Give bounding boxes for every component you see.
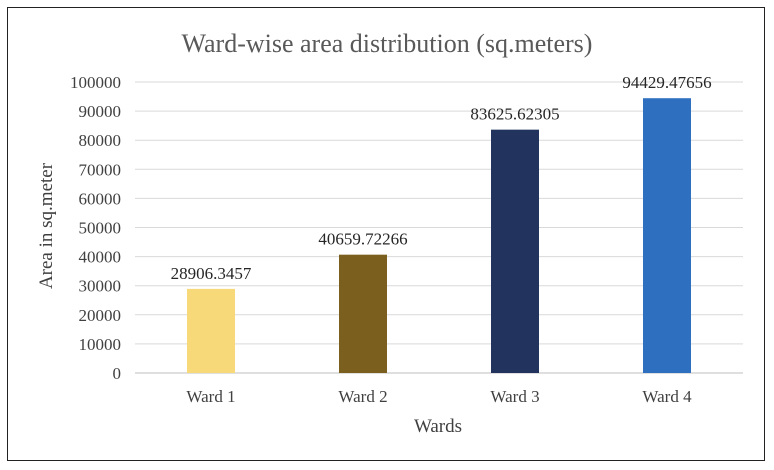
bar-ward-1 <box>187 288 235 373</box>
x-tick-label: Ward 4 <box>642 387 692 406</box>
data-label: 83625.62305 <box>470 105 559 124</box>
chart-title: Ward-wise area distribution (sq.meters) <box>182 29 593 58</box>
y-tick-label: 30000 <box>79 277 122 296</box>
y-tick-label: 20000 <box>79 306 122 325</box>
data-label: 40659.72266 <box>318 230 407 249</box>
y-axis-title: Area in sq.meter <box>36 162 57 289</box>
y-tick-label: 0 <box>113 364 122 383</box>
y-tick-label: 90000 <box>79 102 122 121</box>
x-axis-ticks: Ward 1 Ward 2 Ward 3 Ward 4 <box>186 387 692 406</box>
y-tick-label: 60000 <box>79 189 122 208</box>
y-tick-label: 70000 <box>79 160 122 179</box>
y-tick-label: 50000 <box>79 219 122 238</box>
bar-ward-3 <box>491 129 539 373</box>
gridlines <box>135 81 743 374</box>
y-axis-ticks: 0 10000 20000 30000 40000 50000 60000 70000 8000… <box>70 73 121 383</box>
data-label: 94429.47656 <box>622 73 711 92</box>
chart-frame <box>7 7 765 461</box>
bar-ward-2 <box>339 254 387 373</box>
bar-ward-4 <box>643 98 691 374</box>
x-tick-label: Ward 3 <box>490 387 539 406</box>
x-tick-label: Ward 1 <box>186 387 235 406</box>
x-axis-title: Wards <box>414 416 462 437</box>
y-tick-label: 40000 <box>79 248 122 267</box>
data-label: 28906.3457 <box>171 264 252 283</box>
x-tick-label: Ward 2 <box>338 387 387 406</box>
y-tick-label: 80000 <box>79 131 122 150</box>
y-tick-label: 10000 <box>79 335 122 354</box>
y-tick-label: 100000 <box>70 73 121 92</box>
data-labels: 28906.3457 40659.72266 83625.62305 94429.47… <box>171 73 712 283</box>
bars <box>187 98 691 374</box>
